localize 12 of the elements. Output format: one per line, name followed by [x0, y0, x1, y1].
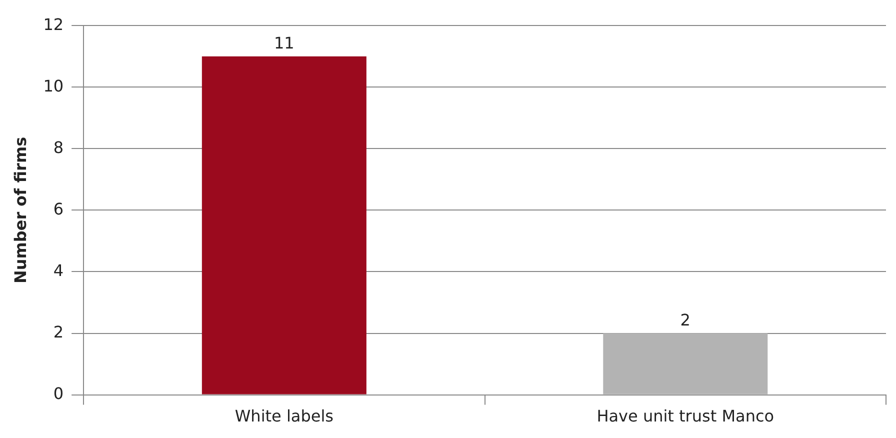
x-tick-label: White labels [234, 406, 334, 426]
data-label: 2 [680, 310, 690, 330]
y-tick-label: 12 [43, 14, 64, 34]
y-tick-label: 0 [53, 384, 64, 403]
y-tick-label: 8 [53, 138, 64, 157]
y-tick-label: 4 [53, 260, 64, 280]
y-tick-label: 6 [53, 199, 64, 218]
y-axis-title: Number of firms [10, 136, 30, 284]
data-label: 11 [274, 34, 294, 53]
y-tick-label: 2 [53, 322, 64, 342]
x-tick-label: Have unit trust Manco [596, 406, 774, 426]
y-tick-label: 10 [43, 76, 64, 96]
